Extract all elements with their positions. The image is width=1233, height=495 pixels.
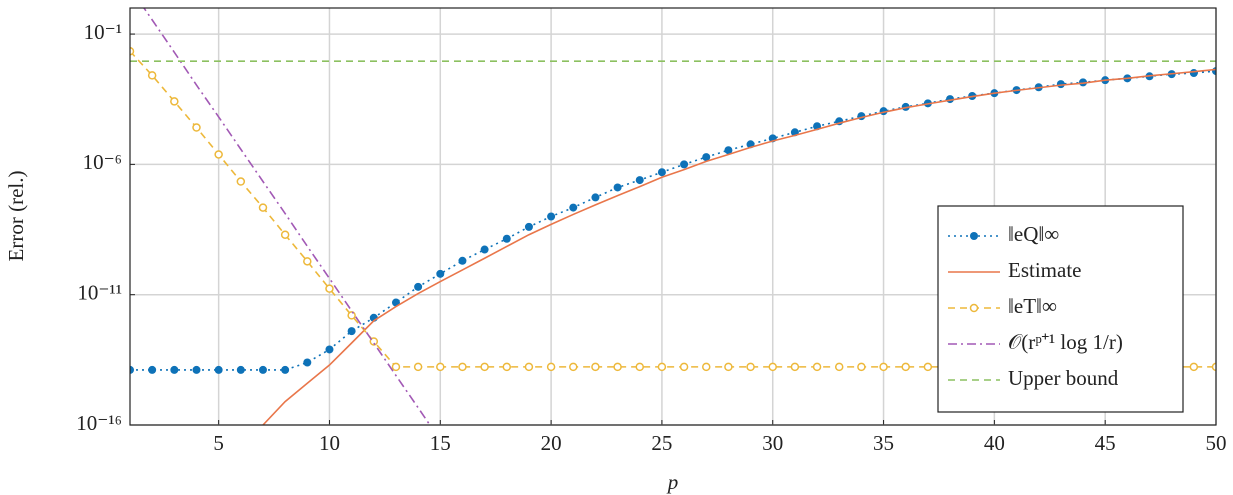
- marker: [547, 212, 556, 221]
- marker: [325, 345, 334, 354]
- marker: [303, 257, 312, 266]
- series-line: [262, 68, 1216, 425]
- marker: [369, 337, 379, 346]
- y-tick-label: 10⁻¹¹: [77, 281, 122, 305]
- marker: [436, 269, 445, 278]
- x-tick-label: 20: [541, 431, 562, 455]
- marker: [701, 362, 711, 372]
- marker: [1189, 362, 1199, 372]
- marker: [414, 282, 423, 291]
- marker: [1211, 362, 1216, 372]
- marker: [834, 362, 844, 372]
- marker: [192, 123, 201, 132]
- marker: [347, 327, 356, 336]
- marker: [130, 46, 135, 56]
- x-tick-label: 45: [1095, 431, 1116, 455]
- marker: [325, 284, 334, 293]
- marker: [502, 362, 512, 372]
- marker: [480, 245, 489, 254]
- marker: [969, 303, 979, 313]
- x-tick-label: 30: [762, 431, 783, 455]
- marker: [413, 362, 423, 372]
- marker: [214, 365, 223, 374]
- marker: [724, 146, 733, 155]
- plot-frame: [129, 7, 1217, 426]
- marker: [591, 193, 600, 202]
- marker: [790, 362, 800, 372]
- marker: [236, 177, 246, 186]
- marker: [923, 362, 933, 372]
- legend-label: Upper bound: [1008, 366, 1119, 390]
- marker: [347, 311, 356, 320]
- marker: [1189, 69, 1198, 78]
- marker: [546, 362, 556, 372]
- marker: [657, 168, 666, 177]
- marker: [635, 176, 644, 185]
- y-tick-label: 10⁻¹: [84, 20, 122, 44]
- x-tick-label: 5: [213, 431, 224, 455]
- legend-box: [937, 205, 1184, 413]
- marker: [170, 97, 179, 106]
- marker: [857, 362, 866, 372]
- marker: [236, 365, 245, 374]
- marker: [569, 203, 578, 212]
- marker: [812, 362, 822, 372]
- marker: [680, 160, 689, 169]
- marker: [214, 150, 223, 159]
- marker: [436, 362, 445, 372]
- marker: [170, 365, 179, 374]
- marker: [480, 362, 489, 372]
- marker: [613, 183, 622, 192]
- x-tick-label: 25: [651, 431, 672, 455]
- marker: [192, 365, 201, 374]
- legend-label: ‖eQ‖∞: [1008, 222, 1059, 246]
- marker: [502, 234, 511, 243]
- marker: [130, 365, 134, 374]
- marker: [970, 232, 978, 240]
- marker: [1079, 78, 1088, 87]
- legend-label: ‖eT‖∞: [1008, 294, 1057, 318]
- marker: [569, 362, 578, 372]
- marker: [879, 362, 888, 372]
- legend-label: 𝒪(rᵖ⁺¹ log 1/r): [1008, 330, 1123, 354]
- series-line: [143, 8, 431, 425]
- marker: [746, 362, 755, 372]
- y-tick-label: 10⁻¹⁶: [76, 411, 122, 435]
- marker: [768, 362, 777, 372]
- marker: [458, 256, 467, 265]
- x-axis-label: p: [666, 470, 679, 494]
- marker: [613, 362, 622, 372]
- legend: ‖eQ‖∞ Estimate ‖eT‖∞ 𝒪(rᵖ⁺¹ log 1/r) Upper b…: [937, 205, 1184, 413]
- marker: [148, 365, 157, 374]
- x-tick-label: 35: [873, 431, 894, 455]
- y-axis-label: Error (rel.): [4, 171, 28, 262]
- x-tick-label: 15: [430, 431, 451, 455]
- legend-label: Estimate: [1008, 258, 1081, 282]
- marker: [635, 362, 645, 372]
- x-tick-label: 10: [319, 431, 340, 455]
- x-tick-label: 40: [984, 431, 1005, 455]
- marker: [147, 71, 157, 80]
- y-tick-label: 10⁻⁶: [83, 150, 122, 174]
- marker: [258, 365, 267, 374]
- series-line: [130, 50, 1216, 368]
- marker: [524, 362, 534, 372]
- marker: [458, 362, 467, 372]
- x-tick-label: 50: [1206, 431, 1227, 455]
- marker: [702, 153, 711, 162]
- marker: [391, 362, 401, 372]
- marker: [258, 203, 268, 212]
- marker: [524, 222, 533, 231]
- marker: [724, 362, 733, 372]
- marker: [280, 230, 290, 239]
- marker: [901, 362, 910, 372]
- marker: [591, 362, 600, 372]
- marker: [657, 362, 667, 372]
- marker: [303, 358, 312, 367]
- marker: [281, 365, 290, 374]
- marker: [679, 362, 689, 372]
